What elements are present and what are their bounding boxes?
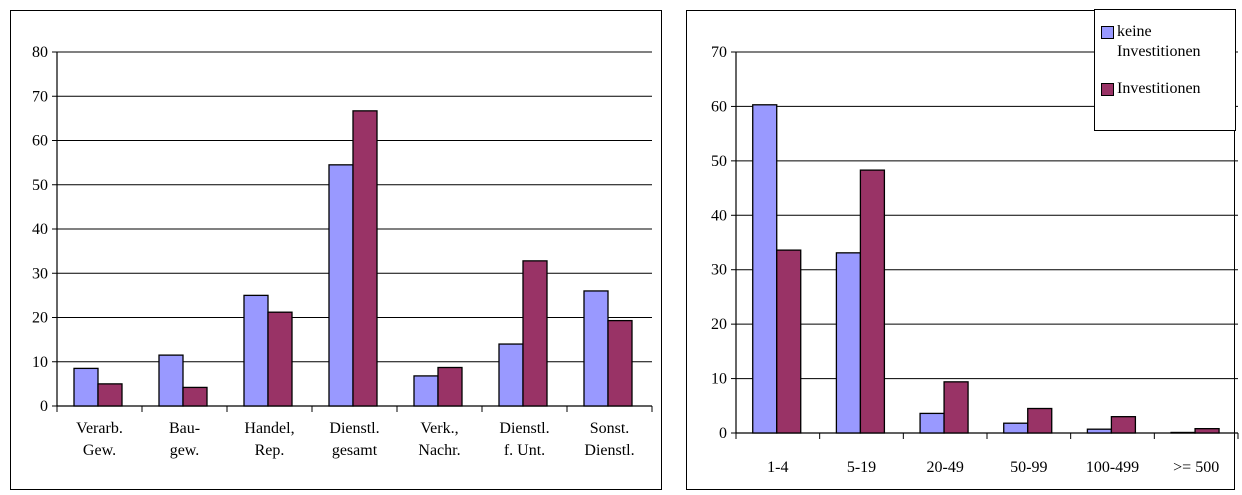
y-tick-label: 30: [32, 265, 48, 282]
bar-investitionen: [859, 169, 886, 434]
bar-investitionen: [352, 110, 378, 407]
x-category-label: Handel,: [244, 420, 294, 437]
bar-investitionen: [182, 386, 208, 407]
bar-keine-investitionen: [583, 290, 609, 407]
x-category-label: 50-99: [1010, 459, 1047, 476]
bar-investitionen: [522, 260, 548, 407]
bar-keine-investitionen: [752, 104, 778, 434]
y-tick-label: 30: [711, 262, 727, 279]
bar-keine-investitionen: [1086, 428, 1113, 434]
legend-label-keine-investitionen: keine Investitionen: [1117, 23, 1201, 60]
x-category-label: Gew.: [83, 442, 116, 459]
x-category-label: 1-4: [767, 459, 788, 476]
bar-keine-investitionen: [1003, 422, 1029, 434]
y-tick-label: 60: [711, 98, 727, 115]
x-category-label: Bau-: [169, 420, 200, 437]
bar-investitionen: [267, 311, 293, 407]
chart-left: 0 10 20 30 40 50 60 70 80 Verarb. Gew. Bau-gew. Hand…: [32, 44, 653, 459]
legend-label-investitionen: Investitionen: [1117, 80, 1201, 97]
bar-investitionen: [1194, 427, 1220, 434]
bar-keine-investitionen: [158, 354, 184, 407]
y-tick-label: 70: [32, 88, 48, 105]
x-category-label: Verk.,: [420, 420, 458, 437]
x-category-label: Dienstl.: [329, 420, 379, 437]
legend-item-keine-investitionen: keine Investitionen: [1101, 22, 1201, 62]
bar-keine-investitionen: [413, 375, 439, 407]
bar-keine-investitionen: [243, 294, 269, 407]
x-category-label: Rep.: [255, 442, 285, 459]
y-tick-label: 40: [32, 221, 48, 238]
y-tick-label: 40: [711, 207, 727, 224]
x-category-label: >= 500: [1173, 459, 1219, 476]
bar-keine-investitionen: [73, 367, 99, 407]
x-category-label: 100-499: [1086, 459, 1139, 476]
x-category-label: f. Unt.: [504, 442, 545, 459]
y-tick-label: 0: [40, 398, 48, 415]
x-category-label: Verarb.: [76, 420, 123, 437]
bar-investitionen: [607, 319, 633, 407]
y-tick-label: 20: [711, 316, 727, 333]
bar-keine-investitionen: [498, 343, 524, 407]
x-category-label: Sonst.: [590, 420, 630, 437]
bar-keine-investitionen: [919, 412, 945, 434]
x-category-label: Dienstl.: [499, 420, 549, 437]
x-category-label: 5-19: [847, 459, 876, 476]
x-category-label: Nachr.: [418, 442, 460, 459]
bar-investitionen: [1110, 416, 1137, 434]
y-tick-label: 50: [32, 177, 48, 194]
y-tick-label: 80: [32, 44, 48, 61]
legend-item-investitionen: Investitionen: [1101, 79, 1201, 99]
bar-investitionen: [776, 249, 802, 434]
bar-keine-investitionen: [835, 252, 862, 434]
bar-investitionen: [1027, 407, 1053, 434]
bar-investitionen: [97, 383, 123, 407]
legend-swatch-investitionen: [1101, 83, 1114, 96]
y-tick-label: 50: [711, 153, 727, 170]
y-tick-label: 20: [32, 310, 48, 327]
chart-right: 0 10 20 30 40 50 60 70 1-4 5-19 20-49 50-99 100-499 >…: [711, 44, 1239, 476]
bar-keine-investitionen: [328, 164, 354, 407]
x-category-label: gew.: [170, 442, 200, 459]
y-tick-label: 0: [719, 425, 727, 442]
y-tick-label: 10: [32, 354, 48, 371]
x-category-label: 20-49: [927, 459, 964, 476]
y-tick-label: 60: [32, 133, 48, 150]
x-category-label: Dienstl.: [584, 442, 634, 459]
y-tick-label: 10: [711, 371, 727, 388]
bar-investitionen: [437, 366, 463, 407]
x-category-label: gesamt: [332, 442, 378, 459]
chart-legend: keine Investitionen Investitionen: [1094, 9, 1236, 131]
y-tick-label: 70: [711, 44, 727, 61]
legend-swatch-keine-investitionen: [1101, 26, 1114, 39]
bar-keine-investitionen: [1170, 431, 1196, 434]
bar-investitionen: [943, 381, 969, 434]
